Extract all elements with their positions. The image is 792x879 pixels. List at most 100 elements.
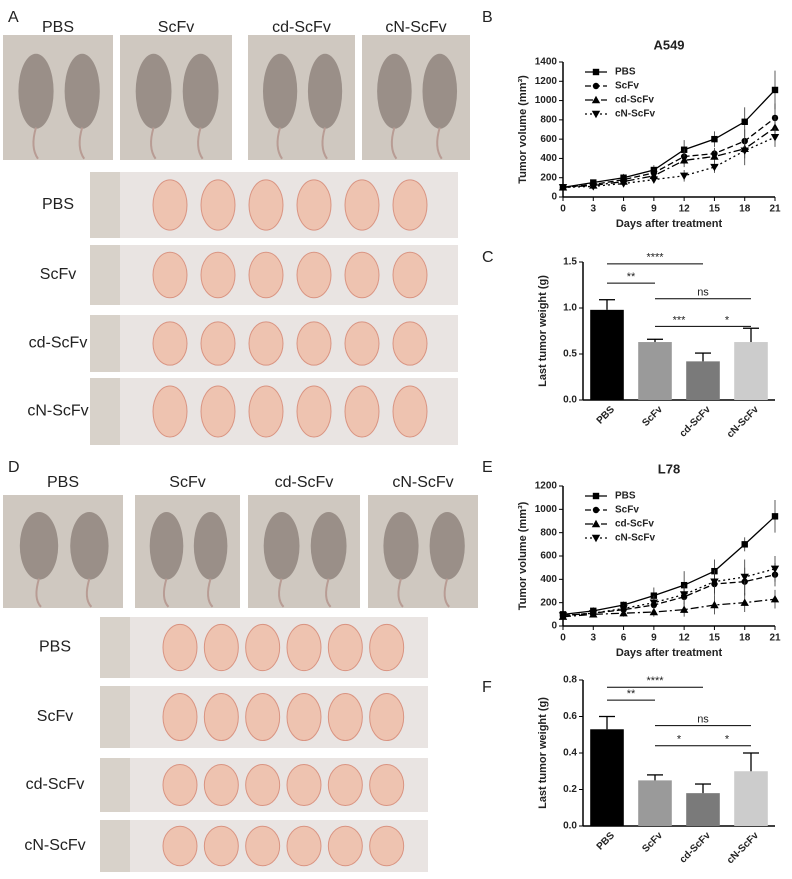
series-line [562,574,776,617]
data-point [770,565,780,574]
legend-label: ScFv [615,505,639,516]
y-tick-label: 1400 [535,57,558,68]
x-tick-label: 6 [621,633,627,644]
mouse-tail [436,127,443,160]
ruler [100,758,130,812]
x-tick-label: cN-ScFv [725,404,761,440]
tumor [162,825,198,867]
tumor [248,321,284,366]
data-point [771,513,779,520]
mouse-label: PBS [42,19,74,36]
tumor-label: ScFv [37,708,73,725]
panel-label: D [8,459,20,476]
x-tick-label: 0 [560,633,566,644]
tumor [369,763,405,807]
tumor [344,321,380,366]
series-line [562,515,776,615]
mouse-tail [443,578,450,608]
bar [590,729,624,826]
mouse [135,53,172,129]
mouse-tail [32,127,39,160]
data-point [619,180,628,188]
legend-marker [591,95,601,104]
tumor-label: cN-ScFv [27,403,88,420]
y-tick-label: 800 [540,527,557,538]
data-point [740,573,749,582]
y-tick-label: 800 [540,114,557,125]
mouse-tail [276,127,283,160]
tumor [200,251,236,299]
y-tick-label: 0 [551,192,557,203]
legend-marker [591,110,601,119]
tumor [286,692,322,742]
mouse-tail [390,127,398,160]
y-tick-label: 1000 [535,95,558,106]
x-tick-label: 15 [709,633,721,644]
y-tick-label: 1.0 [563,303,577,314]
mouse-label: PBS [47,474,79,491]
tumor [369,825,405,867]
y-tick-label: 600 [540,134,557,145]
tumor [344,385,380,438]
tumor [344,179,380,231]
series-line [562,127,776,189]
tumor-label: PBS [42,196,74,213]
tumor [296,321,332,366]
tumor [203,692,239,742]
y-tick-label: 0.2 [563,784,577,795]
tumor [200,321,236,366]
mouse-tail [397,578,404,608]
bar [686,793,720,826]
tumor-label: PBS [39,639,71,656]
x-axis-label: Days after treatment [616,218,723,230]
mouse-tail [35,578,42,608]
legend-label: cd-ScFv [615,95,654,106]
mouse-tail [85,578,93,608]
legend-marker [592,506,600,514]
tumor [286,825,322,867]
series-line [562,136,776,189]
x-tick-label: 3 [591,633,597,644]
data-point [679,172,689,180]
tumor [286,623,322,672]
data-point [558,612,568,620]
legend-label: cN-ScFv [615,109,655,120]
tumor [392,321,428,366]
x-tick-label: 9 [651,633,657,644]
tumor [162,692,198,742]
tumor-label: cN-ScFv [24,837,85,854]
data-point [589,609,598,618]
x-tick-label: 21 [769,633,781,644]
ruler [90,172,120,238]
mouse [18,53,54,129]
significance-label: * [725,314,730,326]
tumor-label: cd-ScFv [29,335,88,352]
mouse-label: ScFv [169,474,205,491]
bar [638,342,672,400]
x-tick-label: 18 [739,633,751,644]
tumor [327,623,363,672]
mouse [377,53,412,129]
mouse-tail [325,578,332,608]
bar [734,342,768,400]
tumor [203,825,239,867]
y-tick-label: 0 [551,621,557,632]
tumor-label: cd-ScFv [26,776,85,793]
data-point [770,123,780,131]
mouse [182,53,219,129]
tumor-label: ScFv [40,266,76,283]
y-tick-label: 400 [540,574,557,585]
x-tick-label: 15 [709,204,721,215]
tumor [327,763,363,807]
legend-marker [592,82,600,90]
legend-label: ScFv [615,81,639,92]
data-point [770,594,780,603]
y-tick-label: 1200 [535,481,558,492]
legend-marker [591,519,601,528]
y-tick-label: 0.4 [563,748,577,759]
tumor [162,623,198,672]
ruler [100,820,130,872]
significance-label: * [677,734,682,746]
x-tick-label: 3 [591,204,597,215]
panel-label: C [482,249,494,266]
